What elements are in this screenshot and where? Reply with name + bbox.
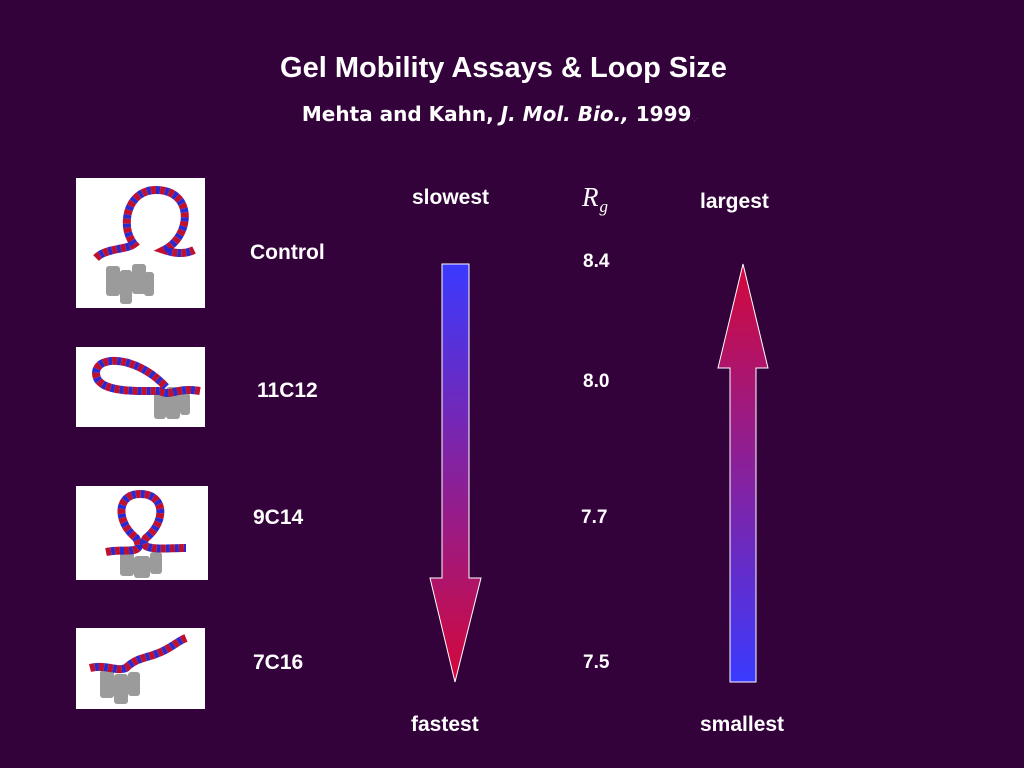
citation-authors: Mehta and Kahn,: [301, 102, 494, 126]
dna-loop-protein-model-icon: [89, 634, 188, 704]
mobility-down-arrow: [429, 263, 482, 683]
dna-loop-protein-model-icon: [93, 185, 196, 304]
thumbnail-9c14: [76, 486, 208, 580]
mobility-top-label: slowest: [412, 186, 490, 209]
citation-journal: J. Mol. Bio.,: [500, 102, 629, 126]
row-label-control: Control: [250, 241, 325, 264]
rg-symbol: R: [582, 182, 599, 212]
dna-loop-protein-model-icon: [105, 489, 187, 578]
citation-dots: ·,·: [691, 115, 699, 123]
thumbnail-7c16: [76, 628, 205, 709]
mobility-bottom-label: fastest: [411, 713, 479, 736]
thumbnail-11c12: [76, 347, 205, 427]
slide-title: Gel Mobility Assays & Loop Size: [280, 52, 727, 84]
rg-value-control: 8.4: [583, 251, 610, 272]
rg-value-11c12: 8.0: [583, 371, 610, 392]
size-bottom-label: smallest: [700, 713, 785, 736]
row-label-9c14: 9C14: [253, 506, 304, 529]
rg-value-7c16: 7.5: [583, 652, 610, 673]
row-label-7c16: 7C16: [253, 651, 304, 674]
rg-subscript: g: [599, 197, 609, 216]
row-label-11c12: 11C12: [257, 379, 318, 402]
size-top-label: largest: [700, 190, 769, 213]
dna-loop-protein-model-icon: [91, 356, 201, 419]
citation-year: 1999: [635, 102, 692, 126]
rg-value-9c14: 7.7: [581, 507, 608, 528]
size-up-arrow: [717, 263, 769, 683]
slide-subtitle: Mehta and Kahn, J. Mol. Bio., 1999·,·: [0, 102, 1000, 126]
rg-header: Rg: [582, 182, 608, 217]
thumbnail-control: [76, 178, 205, 308]
